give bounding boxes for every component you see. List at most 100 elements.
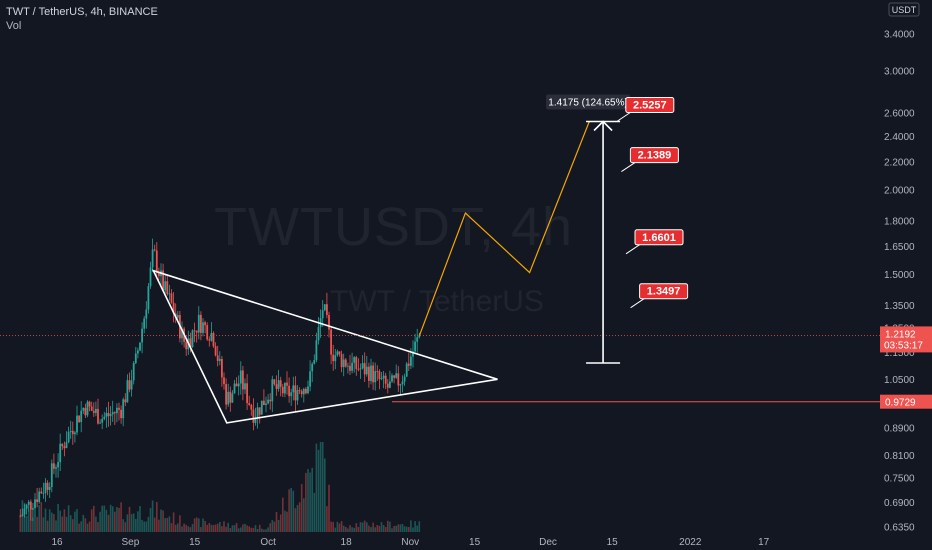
candle-body [118, 407, 120, 410]
volume-bar [67, 505, 70, 532]
volume-bar [97, 522, 99, 532]
volume-bar [405, 526, 408, 532]
candle-body [380, 378, 383, 380]
candle-body [330, 329, 332, 355]
volume-bar [80, 521, 82, 532]
volume-bar [300, 484, 303, 532]
volume-bar [57, 504, 59, 532]
candle-body [361, 363, 364, 369]
candle-body [349, 365, 351, 371]
price-tick-label: 1.3500 [884, 301, 915, 312]
volume-indicator-label[interactable]: Vol [6, 20, 22, 32]
candle-body [307, 386, 309, 394]
volume-bar [223, 521, 225, 532]
current-price-label: 1.2192 [885, 329, 916, 340]
time-tick-label: Oct [260, 537, 276, 548]
volume-bar [229, 528, 232, 532]
candle-body [407, 363, 410, 366]
candle-body [399, 384, 402, 386]
candle-body [162, 270, 164, 291]
candle-body [124, 399, 127, 403]
price-tick-label: 1.6500 [884, 242, 915, 253]
candle-body [23, 508, 26, 515]
candle-body [176, 315, 179, 318]
projection-path[interactable] [418, 121, 590, 336]
candle-body [416, 337, 419, 342]
candle-body [50, 463, 53, 487]
candle-body [334, 355, 337, 362]
volume-bar [160, 509, 162, 532]
volume-bar [233, 525, 236, 532]
volume-bar [353, 527, 355, 532]
volume-bar [59, 510, 61, 532]
volume-bar [90, 509, 93, 532]
time-axis[interactable] [0, 532, 880, 550]
price-tick-label: 2.6000 [884, 109, 915, 120]
volume-bar [317, 449, 320, 532]
volume-bar [340, 521, 343, 532]
volume-bar [359, 522, 362, 532]
target-label-box[interactable] [629, 147, 679, 164]
current-price-badge [880, 326, 932, 353]
volume-bar [126, 514, 129, 532]
candle-body [143, 318, 146, 329]
symmetrical-triangle[interactable] [151, 269, 498, 424]
candle-body [53, 463, 55, 469]
candle-body [359, 368, 362, 370]
volume-bar [231, 525, 234, 532]
volume-bar [88, 521, 91, 532]
target-label-box[interactable] [634, 229, 684, 246]
volume-bar [267, 527, 269, 532]
candle-body [63, 446, 66, 449]
volume-bar [120, 502, 122, 532]
volume-bar [286, 511, 288, 532]
volume-bar [408, 527, 410, 532]
price-axis[interactable] [880, 0, 932, 550]
price-tick-label: 2.4000 [884, 132, 915, 143]
candle-body [321, 310, 324, 319]
volume-bar [326, 506, 328, 532]
candle-body [254, 418, 257, 423]
volume-bar [27, 510, 30, 532]
volume-bar [149, 507, 152, 532]
candle-body [71, 430, 74, 435]
volume-bar [38, 505, 40, 532]
target-label: 1.3497 [647, 286, 681, 298]
candle-body [88, 401, 91, 407]
target-label-box[interactable] [625, 97, 675, 113]
volume-bar [315, 443, 318, 532]
volume-bar [412, 527, 414, 532]
volume-bar [40, 502, 43, 532]
currency-badge[interactable] [888, 2, 920, 17]
volume-bar [345, 526, 347, 532]
volume-bar [227, 522, 229, 532]
volume-bar [303, 498, 305, 532]
candle-body [120, 409, 122, 419]
candle-body [374, 371, 377, 383]
volume-bar [206, 524, 208, 532]
volume-bar [378, 526, 381, 532]
symbol-title[interactable]: TWT / TetherUS, 4h, BINANCE [6, 6, 158, 18]
time-tick-label: 15 [469, 537, 481, 548]
volume-bar [324, 458, 326, 532]
candle-body [105, 413, 108, 417]
candle-body [279, 380, 282, 387]
candle-body [95, 408, 97, 413]
candle-body [214, 346, 217, 356]
volume-bar [258, 524, 261, 532]
volume-bar [132, 513, 135, 532]
candle-body [134, 353, 137, 364]
candle-body [305, 388, 307, 394]
candle-body [107, 413, 110, 417]
candle-body [164, 281, 167, 291]
candle-body [137, 350, 139, 354]
volume-bar [361, 522, 364, 532]
candle-body [61, 443, 64, 447]
volume-bar [391, 528, 393, 532]
candle-body [313, 360, 316, 364]
target-label-box[interactable] [639, 283, 689, 300]
time-tick-label: 15 [189, 537, 201, 548]
candle-body [328, 315, 330, 330]
volume-bar [135, 518, 137, 532]
